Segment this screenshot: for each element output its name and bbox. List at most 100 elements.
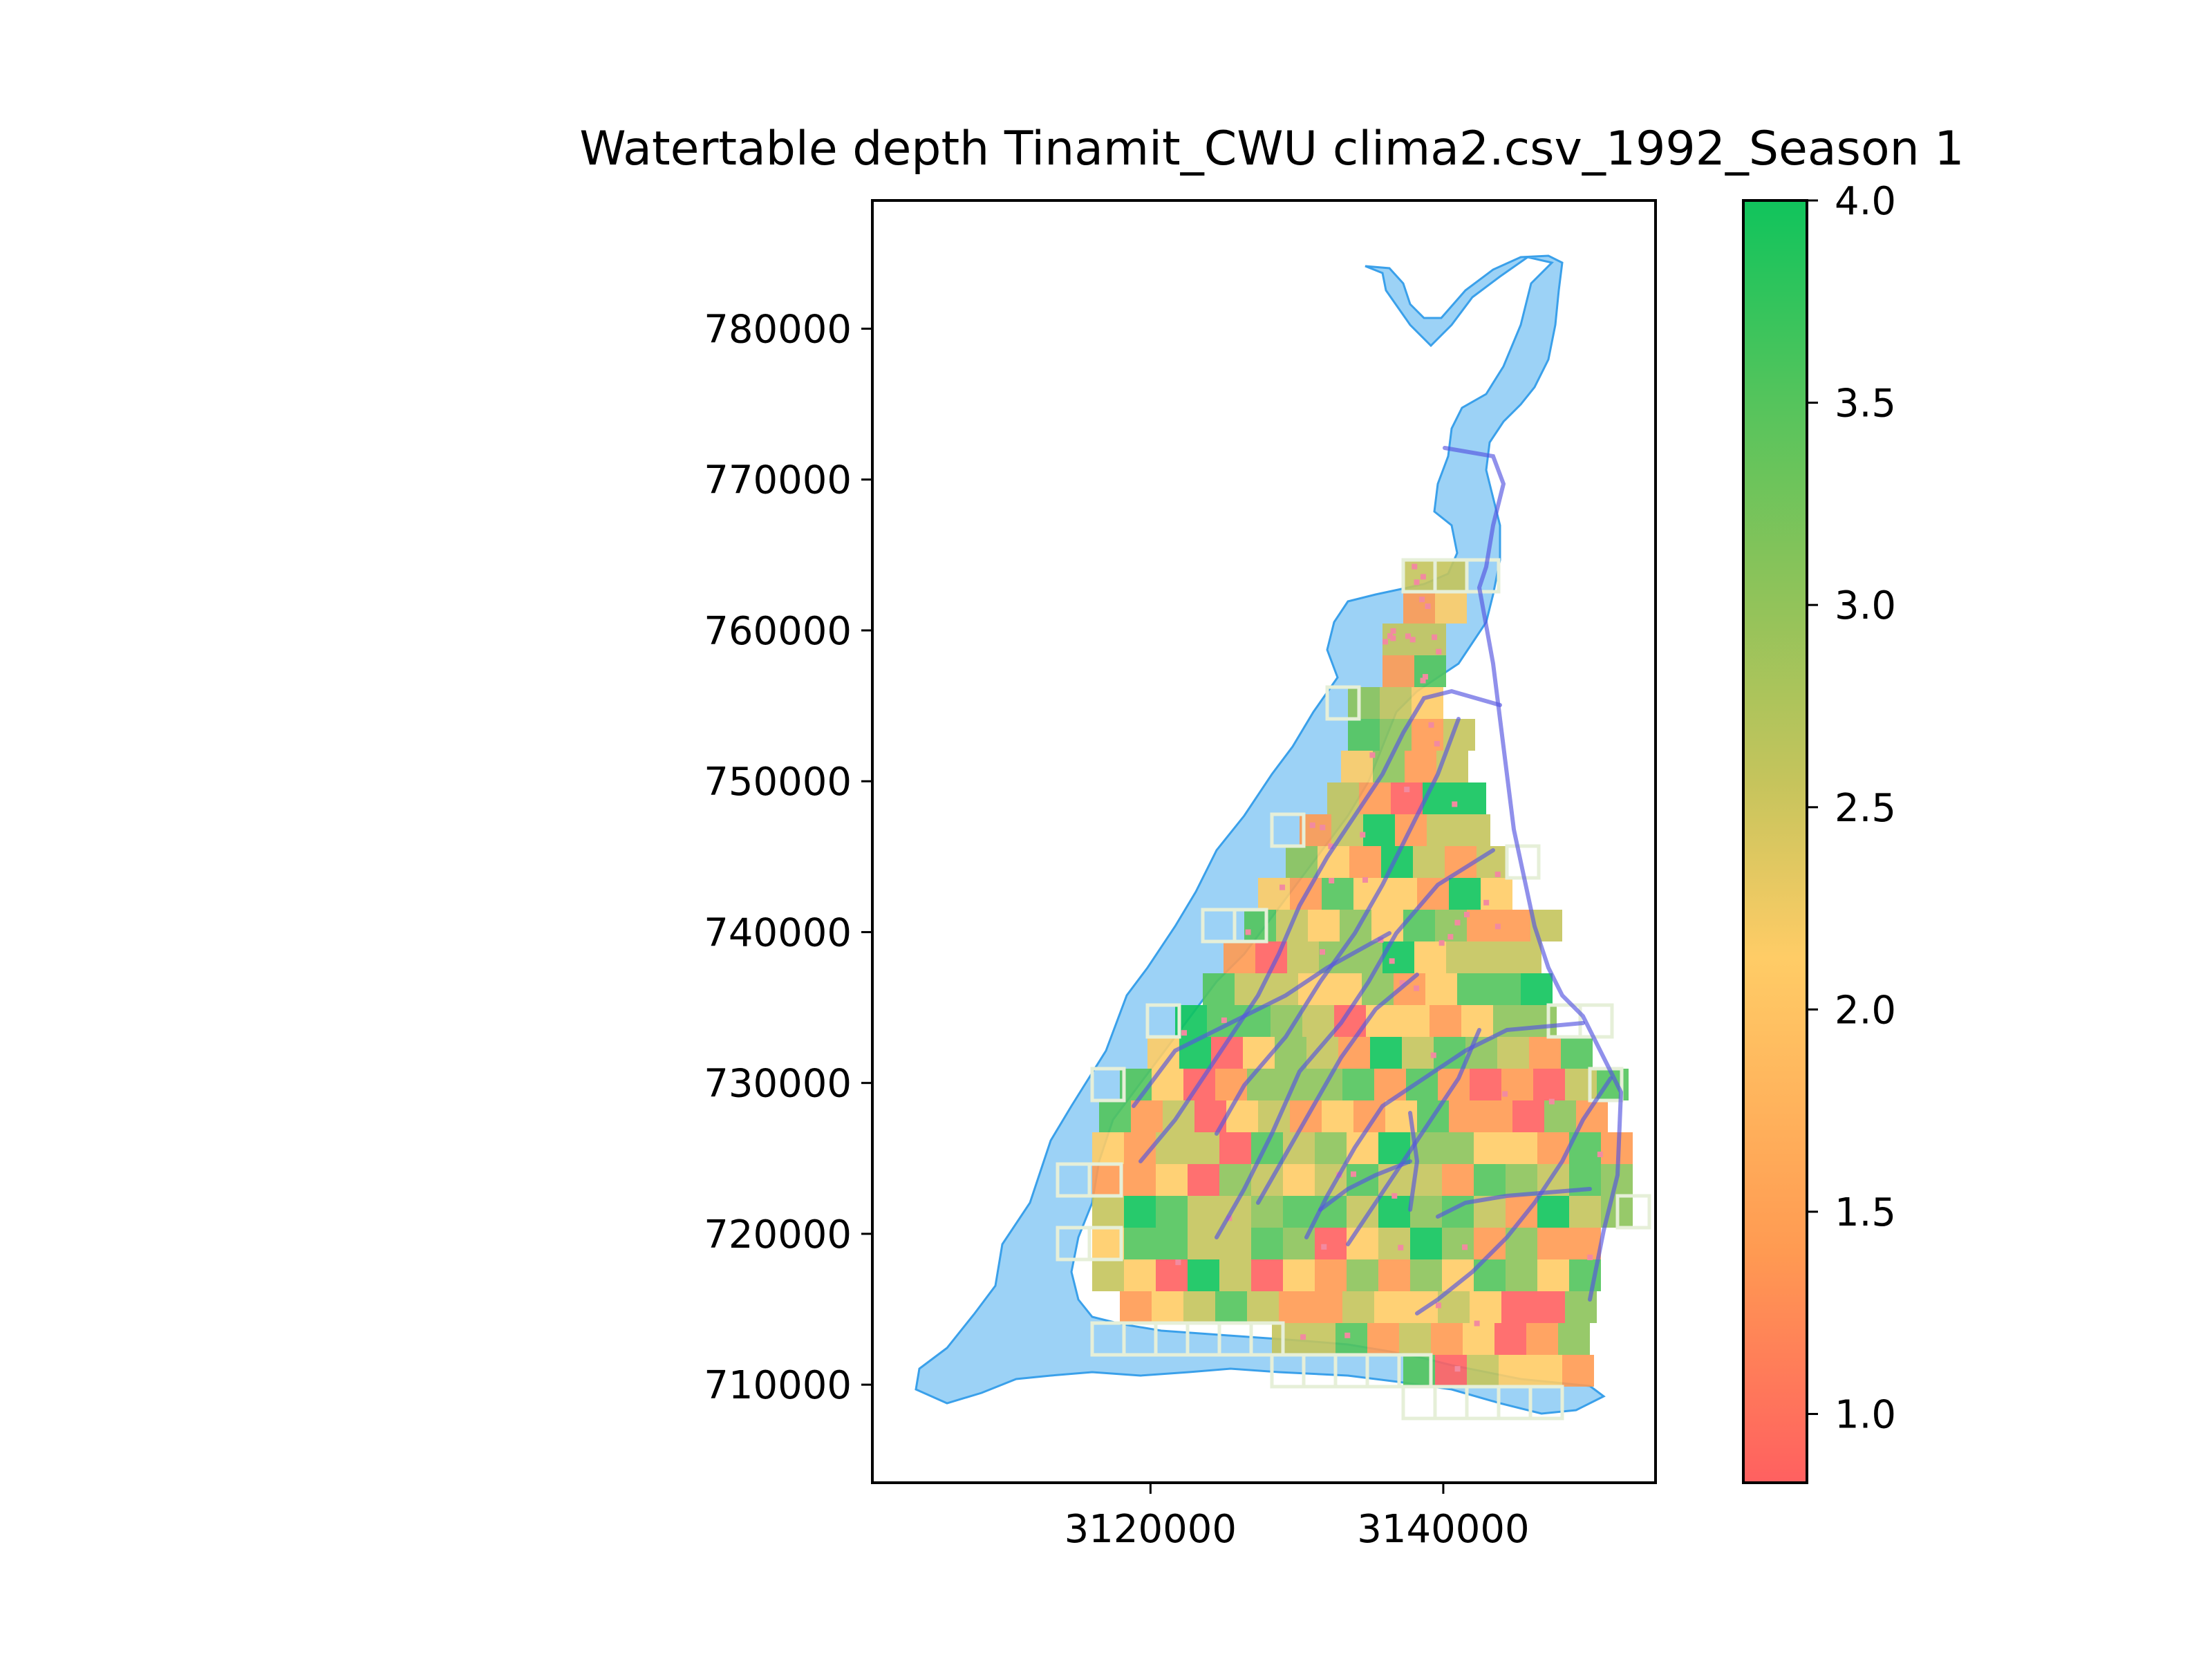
branch-canal xyxy=(1132,931,1391,1108)
grid-cell xyxy=(1183,1291,1215,1323)
grid-cell xyxy=(1224,941,1255,973)
grid-cell xyxy=(1569,1196,1601,1228)
speckle-mark xyxy=(1404,787,1410,793)
speckle-mark xyxy=(1405,633,1412,639)
speckle-mark xyxy=(1328,843,1334,850)
grid-cell-outline xyxy=(1615,1194,1651,1230)
grid-cell-outline xyxy=(1090,1067,1126,1103)
speckle-mark xyxy=(1409,637,1416,643)
grid-cell xyxy=(1402,1037,1434,1069)
grid-cell-outline xyxy=(1249,1321,1285,1357)
y-tick-label: 750000 xyxy=(704,760,852,805)
grid-cell xyxy=(1521,973,1553,1005)
grid-cell-outline xyxy=(1270,812,1306,848)
speckle-mark xyxy=(1300,1334,1306,1340)
y-axis: 710000 720000 730000 740000 750000 760000 7700… xyxy=(704,308,872,1408)
grid-cell xyxy=(1381,846,1413,878)
speckle-mark xyxy=(1430,1052,1436,1058)
grid-cell-outline xyxy=(1325,685,1361,721)
grid-cell xyxy=(1463,1323,1494,1355)
speckle-mark xyxy=(1360,832,1366,838)
speckle-mark xyxy=(1438,940,1445,946)
grid-cell xyxy=(1215,1291,1247,1323)
grid-cell xyxy=(1494,1323,1526,1355)
grid-cell xyxy=(1347,1259,1378,1291)
grid-cell xyxy=(1414,941,1446,973)
grid-cell xyxy=(1302,1005,1334,1037)
speckle-mark xyxy=(1463,912,1470,918)
grid-cell xyxy=(1382,655,1414,687)
main-canal xyxy=(1443,446,1624,1302)
grid-cell xyxy=(1459,814,1490,846)
speckle-mark xyxy=(1436,648,1442,655)
grid-cell xyxy=(1533,1291,1565,1323)
grid-cell xyxy=(1311,1291,1342,1323)
speckle-mark xyxy=(1483,899,1490,906)
speckle-mark xyxy=(1320,949,1326,955)
grid-cell xyxy=(1156,1164,1188,1196)
grid-cell xyxy=(1478,941,1510,973)
grid-cell xyxy=(1366,1005,1398,1037)
branch-canal xyxy=(1318,1159,1412,1212)
grid-cell xyxy=(1283,1164,1315,1196)
grid-cell xyxy=(1308,910,1340,941)
grid-cell xyxy=(1497,1037,1529,1069)
grid-cell xyxy=(1363,814,1395,846)
grid-cell xyxy=(1544,1100,1576,1132)
grid-cell xyxy=(1380,687,1412,719)
grid-cell xyxy=(1335,1323,1367,1355)
grid-cell xyxy=(1467,910,1499,941)
grid-cell xyxy=(1427,814,1459,846)
grid-cell xyxy=(1349,846,1381,878)
grid-cell xyxy=(1562,1355,1594,1387)
grid-cell xyxy=(1398,1005,1430,1037)
grid-cell-outline xyxy=(1465,558,1501,594)
grid-cell xyxy=(1410,1196,1442,1228)
colorbar-tick-label: 2.5 xyxy=(1835,786,1896,831)
grid-cell xyxy=(1430,1005,1461,1037)
x-axis: 3120000 3140000 xyxy=(1065,1483,1530,1552)
grid-cell xyxy=(1342,1069,1374,1100)
canal-network xyxy=(1132,446,1624,1315)
grid-cell xyxy=(1348,719,1380,751)
grid-cell xyxy=(1454,782,1486,814)
speckle-mark xyxy=(1389,958,1395,964)
grid-cell xyxy=(1410,1259,1442,1291)
grid-cell xyxy=(1219,1132,1251,1164)
grid-cell xyxy=(1124,1196,1156,1228)
colorbar-tick-label: 3.0 xyxy=(1835,583,1896,628)
colorbar-tick-label: 1.5 xyxy=(1835,1190,1896,1235)
speckle-mark xyxy=(1587,1255,1593,1261)
grid-cell xyxy=(1341,751,1373,782)
grid-cell xyxy=(1092,1259,1124,1291)
grid-cell xyxy=(1315,1228,1347,1259)
grid-cell xyxy=(1537,1259,1569,1291)
speckle-mark xyxy=(1321,1244,1327,1250)
grid-cell-outline xyxy=(1087,1162,1123,1198)
branch-canal xyxy=(1408,1111,1420,1212)
speckle-mark xyxy=(1420,677,1426,684)
grid-cell xyxy=(1470,1291,1501,1323)
grid-cell xyxy=(1279,1291,1311,1323)
grid-cell xyxy=(1403,560,1435,592)
grid-cell xyxy=(1378,1228,1410,1259)
speckle-mark xyxy=(1414,985,1420,991)
grid-cell xyxy=(1092,1132,1124,1164)
grid-cell xyxy=(1188,1228,1219,1259)
grid-cell xyxy=(1315,1259,1347,1291)
speckle-mark xyxy=(1181,1030,1188,1036)
grid-cell xyxy=(1373,751,1405,782)
grid-cell xyxy=(1251,1132,1283,1164)
colorbar-tick-label: 1.0 xyxy=(1835,1393,1896,1438)
grid-cell xyxy=(1435,1355,1467,1387)
grid-cell xyxy=(1258,878,1290,910)
grid-cell xyxy=(1348,687,1380,719)
grid-cell xyxy=(1399,1323,1431,1355)
grid-cell xyxy=(1156,1259,1188,1291)
grid-cell xyxy=(1425,973,1457,1005)
grid-cell xyxy=(1092,1196,1124,1228)
y-tick-label: 730000 xyxy=(704,1062,852,1107)
speckle-mark xyxy=(1344,1332,1351,1338)
grid-cell xyxy=(1251,1259,1283,1291)
